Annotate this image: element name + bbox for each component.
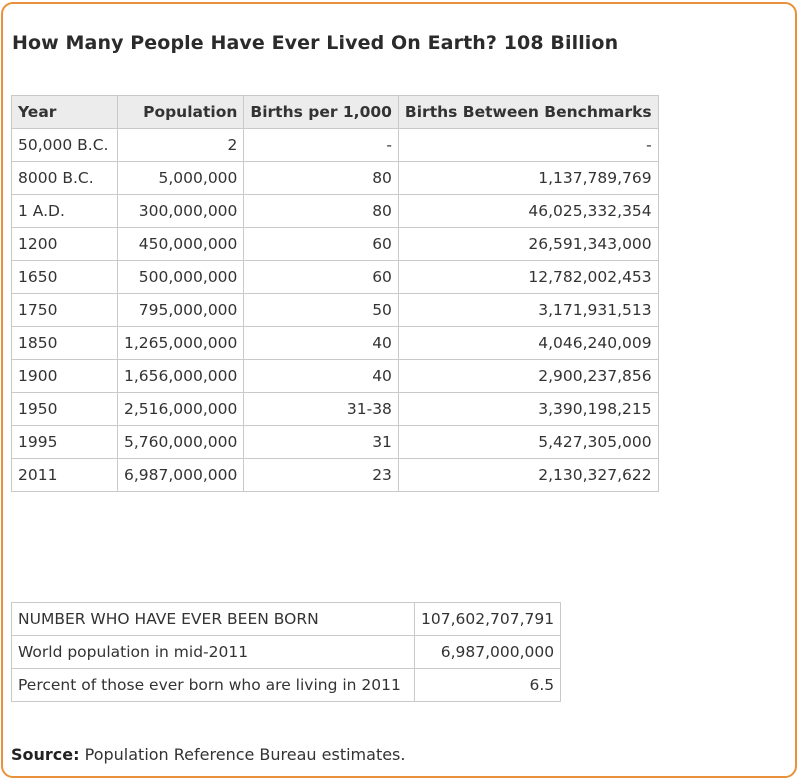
cell-year: 1200 <box>11 227 118 261</box>
page-title: How Many People Have Ever Lived On Earth… <box>12 32 619 54</box>
cell-population: 300,000,000 <box>116 194 245 228</box>
cell-births-per-1000: 80 <box>243 161 399 195</box>
cell-year: 1850 <box>11 326 118 360</box>
cell-year: 8000 B.C. <box>11 161 118 195</box>
summary-label: Percent of those ever born who are livin… <box>11 668 415 702</box>
cell-births-between: 26,591,343,000 <box>397 227 659 261</box>
cell-births-per-1000: 60 <box>243 260 399 294</box>
cell-births-between: 2,130,327,622 <box>397 458 659 492</box>
cell-year: 2011 <box>11 458 118 492</box>
cell-year: 1900 <box>11 359 118 393</box>
cell-population: 1,265,000,000 <box>116 326 245 360</box>
cell-births-per-1000: - <box>243 128 399 162</box>
table-row: 2011 6,987,000,000 23 2,130,327,622 <box>11 458 659 492</box>
cell-year: 1950 <box>11 392 118 426</box>
source-text: Population Reference Bureau estimates. <box>84 745 406 764</box>
cell-births-between: 2,900,237,856 <box>397 359 659 393</box>
cell-population: 5,760,000,000 <box>116 425 245 459</box>
summary-row: World population in mid-2011 6,987,000,0… <box>11 635 562 669</box>
cell-births-between: 3,171,931,513 <box>397 293 659 327</box>
cell-births-between: 12,782,002,453 <box>397 260 659 294</box>
cell-year: 1650 <box>11 260 118 294</box>
source-label: Source: <box>11 745 80 764</box>
cell-year: 1750 <box>11 293 118 327</box>
cell-year: 50,000 B.C. <box>11 128 118 162</box>
table-row: 1950 2,516,000,000 31-38 3,390,198,215 <box>11 392 659 426</box>
cell-year: 1995 <box>11 425 118 459</box>
cell-population: 2 <box>116 128 245 162</box>
source-note: Source: Population Reference Bureau esti… <box>11 745 405 764</box>
cell-population: 795,000,000 <box>116 293 245 327</box>
table-row: 1900 1,656,000,000 40 2,900,237,856 <box>11 359 659 393</box>
table-row: 1995 5,760,000,000 31 5,427,305,000 <box>11 425 659 459</box>
cell-births-per-1000: 80 <box>243 194 399 228</box>
cell-population: 500,000,000 <box>116 260 245 294</box>
cell-births-per-1000: 50 <box>243 293 399 327</box>
cell-population: 6,987,000,000 <box>116 458 245 492</box>
summary-label: NUMBER WHO HAVE EVER BEEN BORN <box>11 602 415 636</box>
table-row: 1850 1,265,000,000 40 4,046,240,009 <box>11 326 659 360</box>
cell-births-between: 4,046,240,009 <box>397 326 659 360</box>
table-row: 1 A.D. 300,000,000 80 46,025,332,354 <box>11 194 659 228</box>
cell-population: 2,516,000,000 <box>116 392 245 426</box>
cell-population: 1,656,000,000 <box>116 359 245 393</box>
population-table: Year Population Births per 1,000 Births … <box>11 95 659 492</box>
cell-population: 5,000,000 <box>116 161 245 195</box>
cell-births-per-1000: 40 <box>243 359 399 393</box>
header-year: Year <box>11 95 118 129</box>
table-row: 1750 795,000,000 50 3,171,931,513 <box>11 293 659 327</box>
table-header-row: Year Population Births per 1,000 Births … <box>11 95 659 129</box>
summary-value: 6,987,000,000 <box>413 635 562 669</box>
cell-births-per-1000: 23 <box>243 458 399 492</box>
table-row: 1200 450,000,000 60 26,591,343,000 <box>11 227 659 261</box>
cell-births-between: 5,427,305,000 <box>397 425 659 459</box>
cell-births-per-1000: 31 <box>243 425 399 459</box>
table-row: 50,000 B.C. 2 - - <box>11 128 659 162</box>
summary-row: NUMBER WHO HAVE EVER BEEN BORN 107,602,7… <box>11 602 562 636</box>
cell-births-per-1000: 31-38 <box>243 392 399 426</box>
cell-year: 1 A.D. <box>11 194 118 228</box>
cell-births-between: 1,137,789,769 <box>397 161 659 195</box>
cell-births-between: - <box>397 128 659 162</box>
table-row: 8000 B.C. 5,000,000 80 1,137,789,769 <box>11 161 659 195</box>
cell-births-per-1000: 40 <box>243 326 399 360</box>
summary-value: 6.5 <box>413 668 562 702</box>
cell-births-per-1000: 60 <box>243 227 399 261</box>
summary-value: 107,602,707,791 <box>413 602 562 636</box>
cell-births-between: 3,390,198,215 <box>397 392 659 426</box>
summary-label: World population in mid-2011 <box>11 635 415 669</box>
table-row: 1650 500,000,000 60 12,782,002,453 <box>11 260 659 294</box>
summary-row: Percent of those ever born who are livin… <box>11 668 562 702</box>
header-population: Population <box>116 95 245 129</box>
cell-population: 450,000,000 <box>116 227 245 261</box>
header-births-per-1000: Births per 1,000 <box>243 95 399 129</box>
header-births-between-benchmarks: Births Between Benchmarks <box>397 95 659 129</box>
summary-table: NUMBER WHO HAVE EVER BEEN BORN 107,602,7… <box>11 602 562 702</box>
cell-births-between: 46,025,332,354 <box>397 194 659 228</box>
